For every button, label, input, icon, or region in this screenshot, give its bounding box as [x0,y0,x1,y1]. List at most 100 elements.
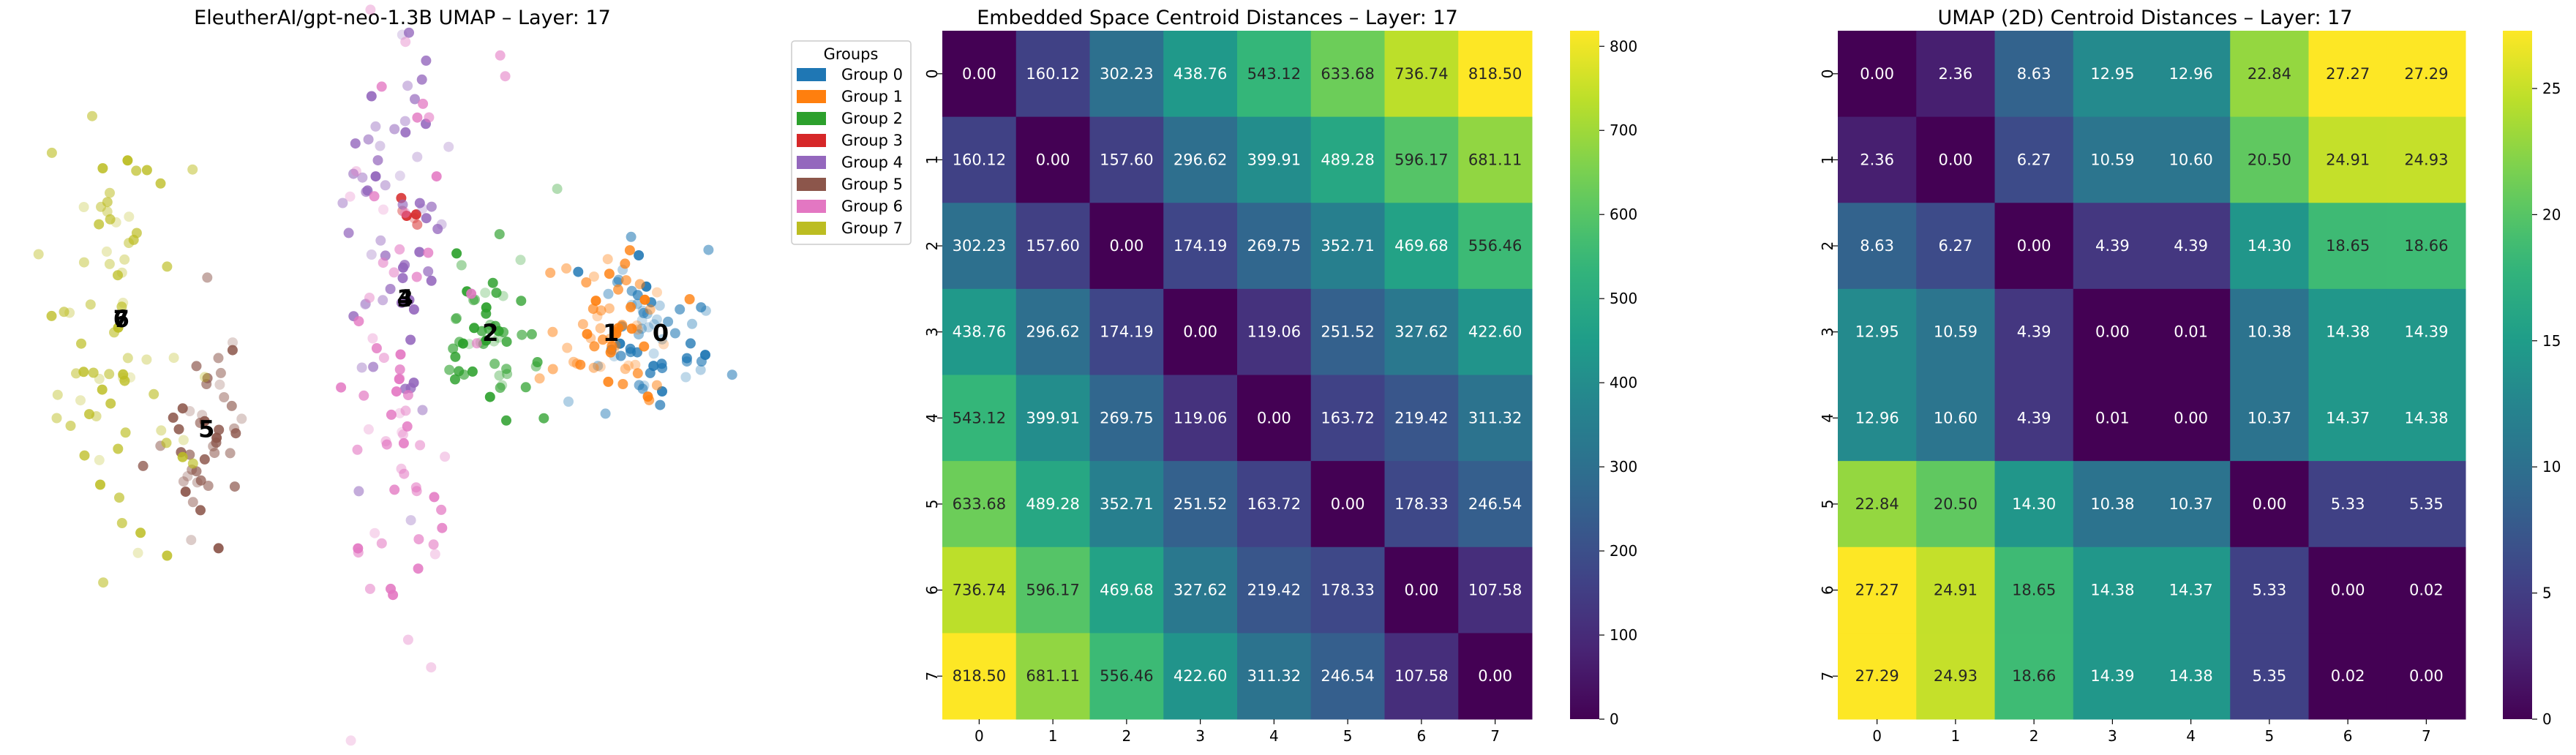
heatmap-cell-label: 596.17 [1394,151,1448,168]
scatter-point-group-7 [78,202,89,212]
heatmap-cell-label: 14.38 [2169,667,2213,685]
heatmap-cell [1089,288,1164,376]
scatter-point-group-4 [378,295,388,306]
scatter-point-group-0 [696,302,707,313]
scatter-point-group-2 [493,326,504,337]
heatmap-cell-label: 219.42 [1394,409,1448,427]
scatter-point-group-2 [487,277,498,288]
scatter-point-group-6 [394,374,405,385]
heatmap-cell-label: 10.38 [2090,495,2134,513]
heatmap-cell [1015,288,1090,376]
legend-swatch [797,222,826,235]
heatmap-cell-label: 5.33 [2331,495,2365,513]
scatter-point-group-6 [388,267,399,278]
heatmap-cell-label: 20.50 [1934,495,1978,513]
scatter-point-group-4 [421,213,432,224]
scatter-point-group-4 [356,362,367,373]
scatter-title: EleutherAI/gpt-neo-1.3B UMAP – Layer: 17 [194,7,611,29]
scatter-point-group-7 [104,258,115,269]
colorbar-tick-label: 10 [2542,458,2561,476]
scatter-point-group-5 [236,413,247,424]
heatmap-cell-label: 18.65 [2326,237,2370,255]
y-tick-label: 2 [923,241,941,251]
heatmap-cell [1089,461,1164,548]
scatter-point-group-7 [95,479,105,490]
centroid-label-6: 6 [113,305,129,333]
heatmap-cell [2152,116,2231,203]
heatmap-cell [1089,546,1164,634]
heatmap-cell [2152,31,2231,118]
scatter-point-group-6 [396,463,407,474]
scatter-point-group-1 [630,359,641,370]
heatmap-cell [1994,461,2074,548]
heatmap-cell-label: 311.32 [1468,409,1522,427]
heatmap-cell-label: 438.76 [1174,65,1227,83]
scatter-point-group-0 [648,348,659,359]
heatmap-cell-label: 24.91 [1934,582,1978,599]
heatmap-cell-label: 12.95 [1855,323,1899,341]
heatmap-cell-label: 27.27 [2326,65,2370,83]
scatter-point-group-1 [605,347,616,358]
scatter-point-group-1 [634,279,645,290]
y-tick-label: 1 [923,155,941,165]
heatmap-cell [1237,288,1312,376]
scatter-point-group-1 [632,368,643,379]
scatter-point-group-7 [46,310,57,321]
scatter-point-group-4 [414,247,425,258]
scatter-point-group-4 [366,249,377,260]
heatmap-cell-label: 160.12 [1026,65,1079,83]
scatter-point-group-1 [613,284,623,295]
heatmap-cell [1015,203,1090,290]
heatmap-cell [1994,546,2074,634]
y-tick-label: 3 [1819,327,1836,337]
scatter-point-group-5 [225,448,236,459]
heatmap-cell [942,203,1017,290]
heatmap-cell [2308,288,2388,376]
scatter-point-group-0 [695,364,706,375]
scatter-point-group-6 [398,437,409,448]
scatter-point-group-4 [399,116,410,127]
heatmap-cell-label: 5.35 [2252,667,2286,685]
scatter-point-group-0 [645,367,656,378]
heatmap-cell [1994,633,2074,720]
heatmap-cell-label: 302.23 [1100,65,1153,83]
heatmap-cell [1838,116,1917,203]
scatter-point-group-2 [497,290,508,301]
x-tick-label: 7 [1490,727,1500,745]
heatmap-cell [1838,203,1917,290]
scatter-point-group-4 [412,151,423,162]
heatmap-cell-label: 2.36 [1860,151,1894,168]
scatter-point-group-6 [400,37,411,48]
scatter-point-group-4 [353,486,364,497]
scatter-point-group-6 [471,338,482,349]
scatter-point-group-7 [78,257,89,268]
heatmap-cell [2073,633,2152,720]
heatmap-cell-label: 163.72 [1321,409,1374,427]
scatter-point-group-5 [177,403,188,414]
scatter-point-group-7 [124,211,135,222]
heatmap-cell-label: 12.95 [2090,65,2134,83]
scatter-point-group-1 [595,323,606,334]
heatmap-cell [2387,203,2466,290]
heatmap-cell-label: 10.59 [1934,323,1978,341]
heatmap-cell-label: 0.00 [2095,323,2130,341]
heatmap-cell [1237,203,1312,290]
scatter-point-group-2 [501,415,511,426]
scatter-point-group-5 [213,353,224,364]
scatter-point-group-0 [634,250,645,260]
heatmap-cell-label: 157.60 [1026,237,1079,255]
heatmap-cell-label: 163.72 [1247,495,1301,513]
scatter-point-group-6 [364,293,375,303]
heatmap-cell [2387,116,2466,203]
heatmap-cell [1458,116,1533,203]
scatter-point-group-1 [620,364,631,375]
scatter-point-group-0 [669,328,680,339]
scatter-point-group-2 [491,288,502,298]
scatter-point-group-4 [402,80,413,91]
scatter-point-group-0 [700,350,710,361]
heatmap-cell [1015,375,1090,462]
heatmap-cell-label: 438.76 [953,323,1006,341]
legend-swatch [797,178,826,191]
heatmap-cell [1089,203,1164,290]
